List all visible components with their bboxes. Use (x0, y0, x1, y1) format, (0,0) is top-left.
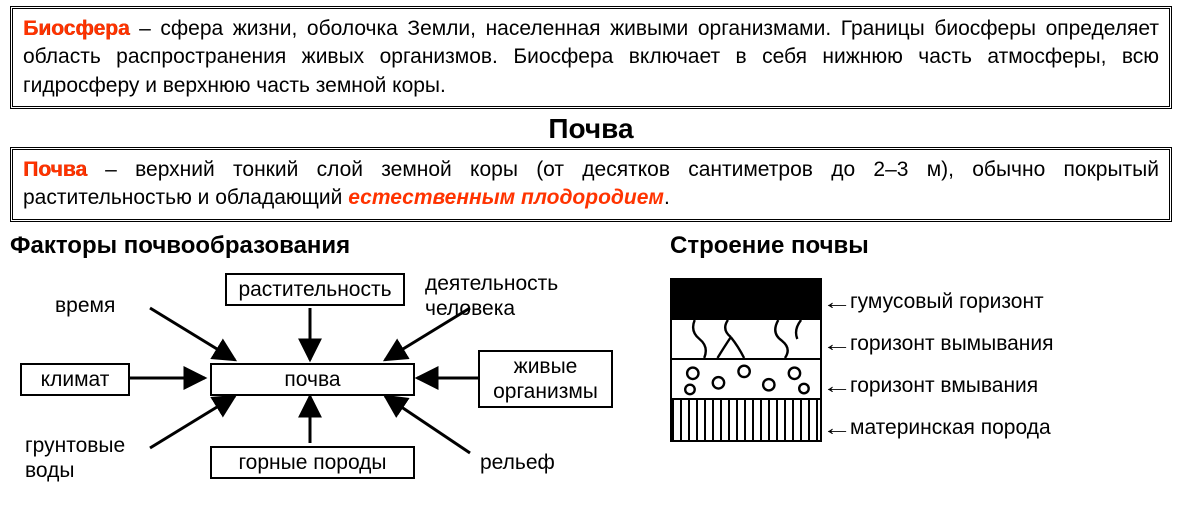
node-center: почва (210, 363, 415, 396)
label-time: время (55, 293, 115, 318)
structure-title: Строение почвы (670, 232, 1172, 260)
layer-humus (672, 280, 820, 320)
layer-illuvial (672, 360, 820, 400)
label-relief: рельеф (480, 450, 555, 475)
label-humus: гумусовый горизонт (826, 288, 1044, 314)
node-vegetation: растительность (225, 273, 405, 306)
def-soil-em: естественным плодородием (348, 186, 664, 209)
heading-soil: Почва (10, 113, 1172, 145)
term-soil: Почва (23, 158, 87, 181)
layer-eluvial (672, 320, 820, 360)
label-illuvial: горизонт вмывания (826, 372, 1038, 398)
node-organisms: живые организмы (478, 350, 613, 408)
factors-title: Факторы почвообразования (10, 232, 650, 260)
definition-biosphere: Биосфера – сфера жизни, оболочка Земли, … (10, 6, 1172, 109)
layer-parent (672, 400, 820, 440)
node-rocks: горные породы (210, 446, 415, 479)
def-biosphere-text: – сфера жизни, оболочка Земли, населенна… (23, 17, 1159, 97)
soil-column (670, 278, 822, 442)
def-soil-text-b: . (664, 186, 670, 209)
node-climate: климат (20, 363, 130, 396)
label-parent: материнская порода (826, 414, 1051, 440)
label-groundwater: грунтовые воды (25, 433, 125, 483)
soil-profile: гумусовый горизонт горизонт вымывания го… (670, 278, 1172, 446)
factors-diagram: почва растительность климат живые органи… (10, 268, 650, 498)
label-eluvial: горизонт вымывания (826, 330, 1054, 356)
term-biosphere: Биосфера (23, 17, 130, 40)
label-human: деятельность человека (425, 271, 558, 321)
definition-soil: Почва – верхний тонкий слой земной коры … (10, 147, 1172, 222)
